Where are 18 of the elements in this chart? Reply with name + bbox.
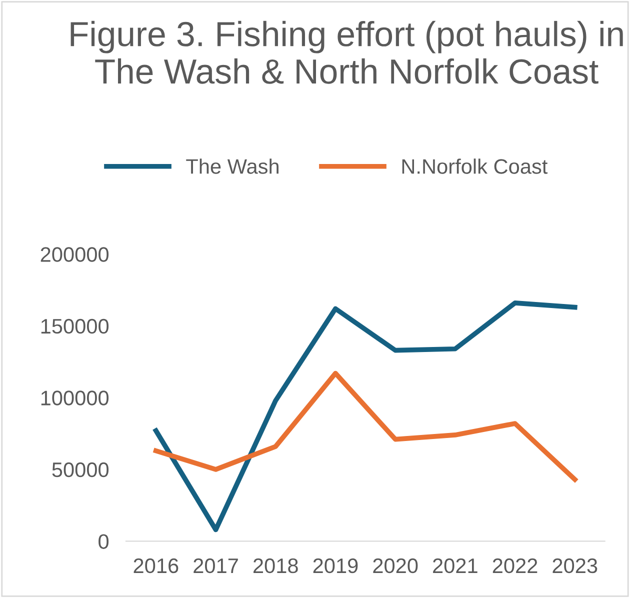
- x-tick-label: 2022: [492, 558, 538, 574]
- x-tick-label: 2021: [433, 558, 478, 574]
- legend-label: N.Norfolk Coast: [402, 158, 548, 174]
- y-tick-label: 50000: [52, 462, 109, 478]
- x-tick-label: 2020: [373, 558, 418, 574]
- line-series: [153, 300, 578, 532]
- y-tick-label: 0: [98, 534, 109, 549]
- x-tick-label: 2018: [254, 558, 298, 574]
- x-tick-label: 2023: [552, 558, 598, 574]
- x-tick-label: 2017: [194, 558, 238, 574]
- x-tick-label: 2016: [134, 558, 178, 574]
- y-tick-label: 100000: [41, 390, 109, 406]
- x-tick-label: 2019: [313, 558, 358, 574]
- line-series: [153, 370, 578, 482]
- chart-title: Figure 3. Fishing effort (pot hauls) in The Wash & North Norfolk Coast: [70, 20, 623, 84]
- legend-label: The Wash: [186, 158, 278, 174]
- y-tick-label: 150000: [41, 318, 109, 334]
- y-tick-label: 200000: [40, 247, 109, 262]
